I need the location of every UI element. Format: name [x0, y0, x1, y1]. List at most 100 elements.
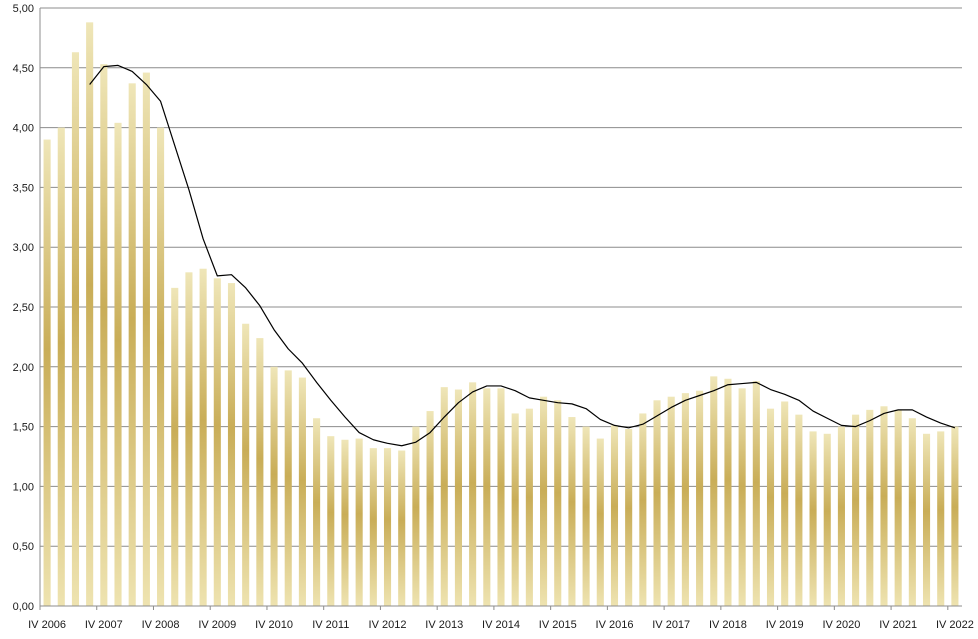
y-tick-label: 3,00	[13, 242, 34, 254]
bar	[568, 417, 576, 606]
trend-line	[89, 64, 956, 447]
x-tick-label: IV 2021	[879, 619, 917, 631]
bar	[837, 426, 845, 606]
bar	[781, 401, 789, 606]
bar	[242, 323, 250, 606]
bar	[454, 389, 462, 606]
x-tick-label: IV 2016	[596, 619, 634, 631]
bar	[511, 413, 519, 606]
bar	[185, 272, 193, 606]
bar	[440, 387, 448, 606]
bar	[199, 268, 207, 606]
bar	[880, 406, 888, 606]
bar	[653, 400, 661, 606]
bar	[610, 425, 619, 606]
y-tick-label: 4,00	[13, 123, 34, 135]
bar	[256, 338, 264, 606]
bar	[100, 64, 108, 607]
x-tick-label: IV 2017	[652, 619, 690, 631]
bar	[369, 448, 377, 606]
x-tick-label: IV 2018	[709, 619, 747, 631]
bar	[341, 439, 349, 606]
bar	[284, 370, 292, 606]
x-tick-label: IV 2009	[198, 619, 236, 631]
bar	[908, 418, 916, 606]
bar	[625, 428, 633, 606]
y-tick-label: 0,00	[13, 601, 34, 613]
bar	[270, 366, 278, 606]
y-tick-label: 1,00	[13, 481, 34, 493]
axes	[39, 8, 962, 610]
x-tick-label: IV 2007	[85, 619, 123, 631]
bar	[43, 139, 51, 606]
bar	[355, 438, 363, 606]
x-tick-label: IV 2006	[28, 619, 66, 631]
bar	[412, 426, 420, 606]
y-tick-label: 2,50	[13, 302, 34, 314]
bar	[681, 393, 689, 606]
bar	[227, 283, 236, 606]
bar	[114, 122, 122, 606]
x-tick-label: IV 2011	[312, 619, 349, 631]
bar	[554, 400, 562, 606]
bar	[497, 388, 505, 606]
bar	[852, 414, 860, 606]
bar	[937, 431, 945, 606]
x-tick-label: IV 2022	[936, 619, 974, 631]
bar	[171, 287, 179, 606]
x-tick-label: IV 2010	[255, 619, 293, 631]
y-tick-label: 3,50	[13, 182, 34, 194]
x-tick-label: IV 2013	[425, 619, 463, 631]
bar	[866, 409, 874, 606]
x-axis-tick-labels: IV 2006 IV 2007 IV 2008 IV 2009 IV 2010 IV 20…	[28, 619, 974, 631]
bar	[667, 396, 675, 606]
bar	[525, 408, 533, 606]
bar	[71, 52, 80, 606]
bar	[383, 448, 392, 606]
bar	[469, 382, 477, 606]
trend-line-series	[89, 64, 956, 447]
x-tick-label: IV 2020	[822, 619, 860, 631]
bar	[752, 381, 760, 606]
bar	[639, 413, 647, 606]
bar	[86, 22, 94, 607]
bar	[766, 408, 775, 606]
bar	[142, 72, 150, 607]
bar	[213, 278, 221, 606]
bar	[540, 396, 548, 606]
bar	[710, 376, 718, 606]
bar	[823, 433, 831, 606]
bar	[809, 431, 817, 606]
bar	[724, 378, 732, 606]
y-tick-label: 1,50	[13, 422, 34, 434]
bar	[696, 390, 704, 606]
bar	[951, 426, 959, 606]
x-tick-label: IV 2019	[766, 619, 804, 631]
bar	[894, 409, 902, 606]
y-tick-label: 0,50	[13, 541, 34, 553]
bar	[57, 127, 65, 606]
bar	[313, 418, 321, 606]
x-tick-label: IV 2012	[369, 619, 407, 631]
y-tick-label: 2,00	[13, 362, 34, 374]
bar	[738, 388, 746, 606]
bar	[582, 426, 590, 606]
bar	[795, 414, 803, 606]
bar	[398, 450, 406, 606]
bar	[483, 388, 491, 606]
y-axis-tick-labels: 0,00 0,50 1,00 1,50 2,00 2,50 3,00 3,50 4,00 4,50…	[13, 3, 34, 613]
bar	[157, 127, 165, 606]
bar	[596, 438, 604, 606]
y-tick-label: 4,50	[13, 63, 34, 75]
bar-series	[43, 22, 959, 607]
x-tick-label: IV 2014	[482, 619, 520, 631]
bar	[128, 83, 136, 606]
bar	[298, 377, 306, 606]
x-tick-label: IV 2015	[539, 619, 577, 631]
bar	[426, 411, 434, 606]
y-tick-label: 5,00	[13, 3, 34, 15]
gridlines	[40, 7, 962, 547]
bar	[327, 436, 335, 606]
x-tick-label: IV 2008	[142, 619, 180, 631]
